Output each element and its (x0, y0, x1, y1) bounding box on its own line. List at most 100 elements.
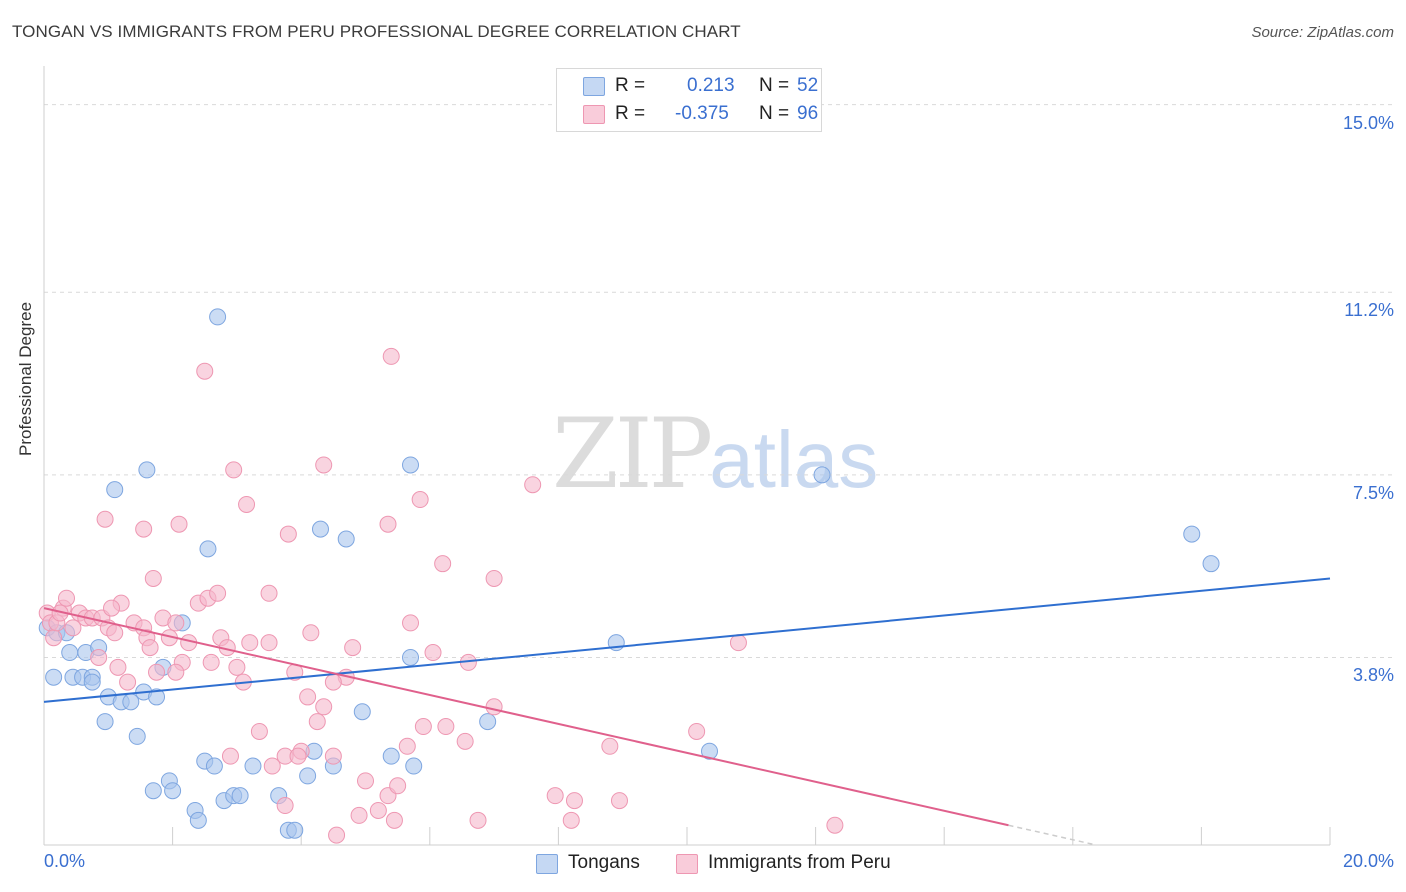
trend-line-tongans (43, 577, 1331, 703)
y-tick-label: 7.5% (1352, 482, 1394, 503)
data-point-peru (826, 816, 844, 834)
data-point-peru (45, 629, 63, 647)
data-point-peru (209, 584, 227, 602)
data-point-peru (238, 495, 256, 513)
y-axis-label: Professional Degree (16, 301, 35, 456)
trend-line-peru (43, 607, 1009, 827)
data-point-tongans (106, 481, 124, 499)
data-point-peru (167, 614, 185, 632)
data-point-peru (389, 777, 407, 795)
data-point-peru (485, 698, 503, 716)
data-point-peru (90, 648, 108, 666)
legend-n-value: 96 (797, 103, 819, 124)
data-point-peru (324, 673, 342, 691)
data-point-peru (382, 347, 400, 365)
data-point-peru (308, 713, 326, 731)
data-point-peru (109, 658, 127, 676)
data-point-peru (610, 792, 628, 810)
data-point-peru (170, 515, 188, 533)
data-point-peru (328, 826, 346, 844)
data-point-tongans (231, 787, 249, 805)
x-tick-label: 0.0% (44, 851, 86, 871)
data-point-peru (688, 722, 706, 740)
legend-swatch-peru (583, 105, 605, 124)
data-point-peru (119, 673, 137, 691)
data-point-tongans (199, 540, 217, 558)
data-point-peru (148, 663, 166, 681)
watermark-atlas: atlas (709, 415, 879, 504)
legend-n-value: 52 (797, 75, 819, 96)
data-point-tongans (311, 520, 329, 538)
data-point-peru (96, 510, 114, 528)
data-point-tongans (205, 757, 223, 775)
data-point-tongans (299, 767, 317, 785)
data-point-peru (437, 718, 455, 736)
chart-source: Source: ZipAtlas.com (1251, 24, 1394, 41)
data-point-peru (228, 658, 246, 676)
data-point-tongans (1202, 555, 1220, 573)
data-point-tongans (138, 461, 156, 479)
data-point-peru (221, 747, 239, 765)
bottom-legend-swatch-peru (676, 854, 698, 874)
data-point-peru (299, 688, 317, 706)
data-point-peru (202, 653, 220, 671)
data-point-tongans (402, 456, 420, 474)
data-point-peru (729, 634, 747, 652)
correlation-legend: R = 0.213 N = 52 R = -0.375 N = 96 (556, 68, 822, 132)
y-tick-label: 3.8% (1352, 665, 1394, 686)
data-point-tongans (128, 727, 146, 745)
data-point-peru (562, 811, 580, 829)
data-point-peru (225, 461, 243, 479)
data-point-peru (456, 732, 474, 750)
data-point-peru (385, 811, 403, 829)
data-point-tongans (402, 648, 420, 666)
bottom-legend-label-peru: Immigrants from Peru (708, 852, 891, 873)
data-point-peru (141, 639, 159, 657)
data-point-peru (315, 698, 333, 716)
data-point-tongans (144, 782, 162, 800)
data-point-tongans (45, 668, 63, 686)
data-point-peru (250, 722, 268, 740)
data-point-tongans (479, 713, 497, 731)
data-point-tongans (96, 713, 114, 731)
data-point-peru (524, 476, 542, 494)
legend-r-value: 0.213 (687, 75, 735, 96)
data-point-tongans (382, 747, 400, 765)
data-point-tongans (337, 530, 355, 548)
data-point-peru (135, 520, 153, 538)
data-point-peru (260, 584, 278, 602)
bottom-legend-swatch-tongans (536, 854, 558, 874)
data-point-peru (546, 787, 564, 805)
chart-title: TONGAN VS IMMIGRANTS FROM PERU PROFESSIO… (12, 22, 741, 41)
data-point-peru (485, 569, 503, 587)
data-point-tongans (189, 811, 207, 829)
trend-line-extension-peru (1008, 824, 1097, 846)
x-tick-label: 20.0% (1342, 851, 1394, 871)
data-point-peru (414, 718, 432, 736)
data-point-tongans (701, 742, 719, 760)
data-point-peru (402, 614, 420, 632)
data-point-peru (241, 634, 259, 652)
data-point-peru (344, 639, 362, 657)
data-point-peru (289, 747, 307, 765)
watermark-zip: ZIP (552, 398, 713, 510)
data-point-tongans (244, 757, 262, 775)
data-point-peru (196, 362, 214, 380)
data-point-peru (324, 747, 342, 765)
data-point-peru (103, 599, 121, 617)
legend-swatch-tongans (583, 77, 605, 96)
y-tick-label: 15.0% (1342, 112, 1394, 133)
data-point-tongans (1183, 525, 1201, 543)
data-point-peru (601, 737, 619, 755)
data-point-tongans (405, 757, 423, 775)
legend-r-value: -0.375 (675, 103, 729, 124)
data-point-tongans (164, 782, 182, 800)
data-point-peru (64, 619, 82, 637)
data-point-tongans (148, 688, 166, 706)
data-point-peru (469, 811, 487, 829)
data-point-peru (398, 737, 416, 755)
legend-n-label: N = (759, 75, 790, 96)
data-point-peru (263, 757, 281, 775)
data-point-peru (379, 515, 397, 533)
